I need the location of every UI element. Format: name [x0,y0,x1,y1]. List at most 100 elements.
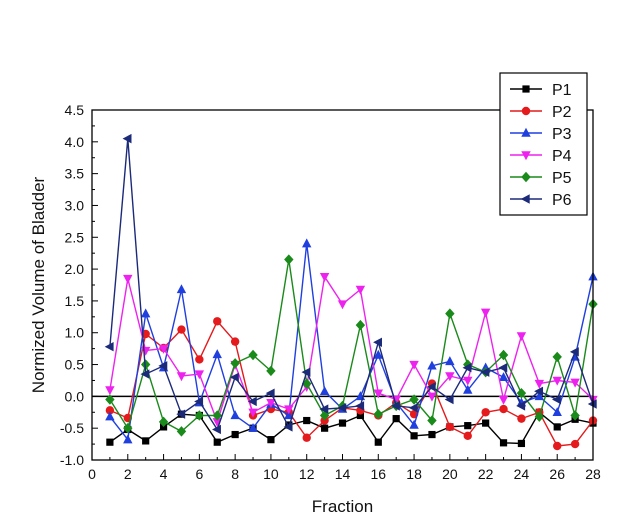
data-point-p6 [140,369,150,379]
data-point-p6 [319,404,329,414]
data-point-p6 [426,382,436,392]
data-point-p5 [194,410,205,421]
y-tick-label: 0.0 [65,388,85,404]
data-point-p5 [230,358,240,369]
data-point-p5 [123,422,133,434]
x-tick-label: 22 [478,466,494,482]
y-tick-label: 4.0 [65,134,85,150]
data-point-p1 [213,438,221,446]
y-tick-label: 4.5 [65,102,85,118]
legend-item-p2: P2 [510,104,572,121]
data-point-p1 [142,437,150,445]
data-point-p5 [176,426,187,437]
data-point-p4 [516,332,527,342]
x-tick-label: 8 [231,466,239,482]
data-point-p6 [516,401,526,411]
data-point-p4 [248,408,258,418]
data-point-p1 [267,436,275,444]
x-tick-label: 24 [514,466,530,482]
data-point-p1 [499,439,508,447]
data-point-p5 [552,351,562,363]
legend-box [499,72,588,216]
legend-item-p1: P1 [510,82,572,99]
data-point-p2 [177,325,186,334]
data-point-p4 [373,389,383,399]
y-tick-label: 1.5 [65,293,85,309]
data-point-p2 [213,317,222,326]
data-point-p6 [462,363,472,373]
data-point-p5 [498,349,509,361]
legend-marker [521,127,531,137]
data-point-p3 [498,372,509,381]
y-tick-label: -0.5 [60,420,84,436]
data-point-p2 [553,441,562,451]
data-point-p3 [427,360,437,370]
data-point-p4 [319,273,330,282]
legend-marker [521,171,531,183]
data-point-p1 [482,419,490,427]
axes [91,109,594,461]
x-tick-label: 12 [299,466,315,482]
data-point-p1 [356,411,364,420]
data-point-p5 [427,415,437,426]
data-point-p2 [499,404,508,414]
legend-marker [522,85,530,93]
x-tick-label: 4 [160,466,168,482]
data-point-p6 [408,403,418,413]
data-point-p5 [105,394,115,405]
data-point-p6 [355,401,365,411]
legend-item-p4: P4 [510,148,572,165]
series-p5 [105,254,598,437]
data-point-p1 [374,438,382,446]
y-tick-label: 2.0 [65,261,85,277]
x-tick-label: 10 [263,466,279,482]
data-point-p6 [301,367,311,377]
data-point-p6 [104,342,114,352]
x-tick-label: 26 [549,466,565,482]
data-point-p6 [229,372,239,382]
data-point-p5 [248,349,258,361]
data-point-p4 [552,376,562,386]
data-point-p4 [158,344,169,354]
series-line-p3 [109,243,594,442]
data-point-p6 [247,396,257,407]
x-tick-label: 20 [442,466,458,482]
x-tick-label: 18 [406,466,422,482]
data-point-p2 [302,433,311,442]
data-point-p4 [480,308,491,318]
data-point-p1 [106,438,114,446]
data-point-p3 [373,349,383,359]
series-p3 [105,238,598,444]
data-point-p4 [445,372,455,382]
data-point-p6 [283,422,293,432]
series-p4 [105,273,598,428]
data-point-p5 [373,408,383,420]
data-point-p3 [123,434,133,444]
data-point-p1 [303,416,311,425]
data-point-p4 [427,392,437,402]
data-point-p5 [158,416,169,428]
series-line-p5 [109,259,594,433]
data-point-p6 [552,394,561,405]
y-tick-label: 3.0 [65,197,85,213]
y-tick-label: 0.5 [65,357,85,373]
data-point-p6 [569,347,579,357]
data-point-p1 [464,422,472,430]
data-point-p5 [409,394,419,405]
data-point-p5 [140,359,151,370]
y-tick-label: 1.0 [65,325,85,341]
legend-label: P2 [552,104,572,121]
data-point-p6 [390,401,400,411]
data-point-p6 [498,363,508,373]
data-point-p2 [230,337,240,346]
data-point-p4 [498,395,509,405]
data-point-p6 [122,133,132,144]
data-point-p3 [302,238,312,248]
y-axis-title: Normized Volume of Bladder [29,176,48,393]
data-point-p3 [230,410,240,420]
x-tick-label: 16 [370,466,386,482]
x-axis-title: Fraction [312,497,373,516]
y-tick-label: 3.5 [65,166,85,182]
data-point-p3 [445,356,455,366]
